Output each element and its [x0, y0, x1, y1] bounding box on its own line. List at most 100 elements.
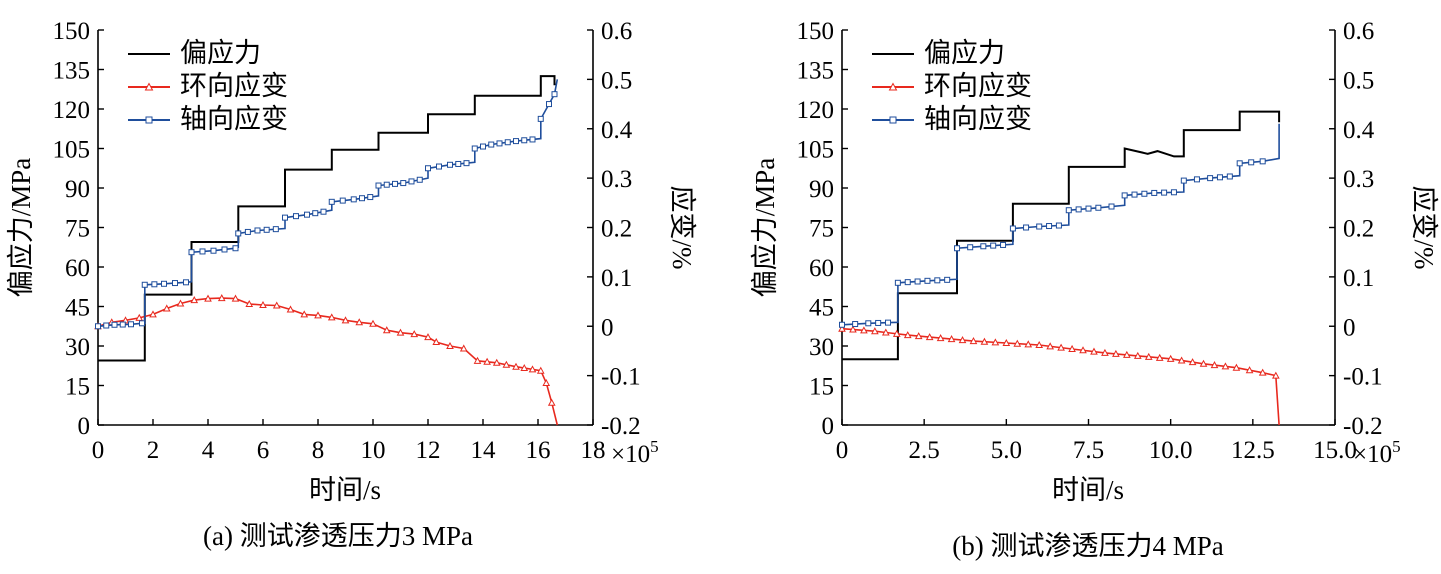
data-point: [860, 326, 868, 334]
y-left-tick-label: 150: [797, 18, 835, 45]
data-point: [529, 136, 536, 143]
series-hoop-strain: [94, 294, 559, 426]
data-point: [914, 332, 923, 340]
x-tick-label: 6: [257, 437, 270, 464]
data-point: [446, 341, 454, 349]
data-point: [903, 331, 912, 339]
data-point: [881, 328, 890, 336]
y-left-tick-label: 75: [809, 216, 834, 243]
data-point: [244, 228, 251, 235]
data-point: [119, 321, 126, 328]
data-point: [1161, 189, 1168, 196]
data-point: [871, 327, 879, 335]
data-point: [991, 338, 1000, 346]
x-multiplier-exponent: 5: [1392, 437, 1401, 456]
x-tick-label: 2: [147, 437, 160, 464]
panel-caption: (b) 测试渗透压力4 MPa: [952, 531, 1224, 561]
data-point: [865, 320, 872, 327]
data-point: [1101, 348, 1109, 356]
legend-label: 偏应力: [180, 38, 261, 68]
data-point: [408, 178, 415, 185]
data-point: [958, 336, 967, 344]
data-point: [1166, 354, 1175, 362]
data-point: [199, 248, 206, 255]
legend-marker: [888, 82, 898, 91]
data-point: [504, 139, 511, 146]
data-point: [172, 280, 178, 287]
data-point: [232, 245, 239, 252]
y-right-tick-label: 0.4: [601, 117, 633, 144]
data-point: [1023, 224, 1030, 231]
x-tick-label: 14: [471, 437, 497, 464]
series-deviatoric-stress: [98, 75, 556, 362]
x-tick-label: 0: [92, 437, 105, 464]
data-point: [551, 91, 558, 98]
y-right-axis-title: 应变/%: [667, 186, 697, 270]
data-point: [1248, 159, 1255, 166]
data-point: [1177, 356, 1186, 364]
y-left-tick-label: 120: [797, 97, 835, 124]
series-deviatoric-stress: [842, 110, 1281, 361]
data-point: [980, 337, 989, 345]
x-tick-label: 12: [416, 437, 441, 464]
data-point: [947, 335, 956, 343]
y-right-tick-label: 0.6: [601, 18, 632, 45]
data-point: [272, 226, 279, 233]
data-point: [447, 161, 453, 168]
series-line: [841, 327, 1280, 426]
data-point: [471, 145, 478, 152]
data-point: [546, 101, 552, 108]
data-point: [341, 316, 350, 324]
data-point: [1009, 225, 1016, 232]
data-point: [904, 279, 911, 286]
data-point: [1068, 344, 1076, 352]
data-point: [1090, 347, 1098, 355]
data-point: [128, 321, 134, 328]
data-point: [496, 140, 503, 147]
data-point: [432, 338, 441, 346]
x-multiplier-base: ×10: [1353, 441, 1392, 468]
series-axial-strain: [95, 79, 559, 330]
data-point: [1057, 343, 1065, 351]
x-tick-label: 8: [312, 437, 325, 464]
y-left-tick-label: 90: [65, 176, 90, 203]
data-point: [459, 344, 468, 352]
data-point: [924, 277, 931, 284]
data-point: [885, 319, 892, 326]
series-line: [97, 79, 559, 328]
y-right-tick-label: 0: [1343, 314, 1356, 341]
data-point: [111, 321, 118, 328]
data-point: [542, 378, 551, 387]
data-point: [176, 299, 185, 307]
legend-label: 轴向应变: [924, 104, 1032, 134]
data-point: [1036, 223, 1043, 230]
data-point: [1002, 338, 1011, 347]
data-point: [463, 160, 470, 167]
data-point: [536, 366, 545, 374]
data-point: [1245, 366, 1254, 374]
data-point: [1141, 190, 1148, 197]
data-point: [254, 227, 261, 234]
x-multiplier: ×105: [1353, 437, 1401, 468]
data-point: [944, 276, 951, 283]
data-point: [1065, 207, 1072, 214]
data-point: [849, 325, 857, 333]
data-point: [1155, 353, 1164, 361]
data-point: [1079, 346, 1087, 354]
y-left-tick-label: 45: [65, 295, 90, 322]
x-tick-label: 0: [836, 437, 849, 464]
y-left-tick-label: 45: [809, 295, 834, 322]
data-point: [512, 362, 520, 370]
data-point: [1108, 203, 1115, 210]
y-left-tick-label: 75: [65, 216, 90, 243]
x-axis-title: 时间/s: [309, 475, 381, 505]
data-point: [286, 305, 295, 313]
data-point: [1207, 175, 1214, 182]
data-point: [480, 143, 486, 150]
data-point: [210, 247, 217, 254]
data-point: [151, 281, 158, 288]
x-multiplier: ×105: [611, 437, 659, 468]
data-point: [1180, 177, 1187, 184]
data-point: [894, 279, 901, 286]
